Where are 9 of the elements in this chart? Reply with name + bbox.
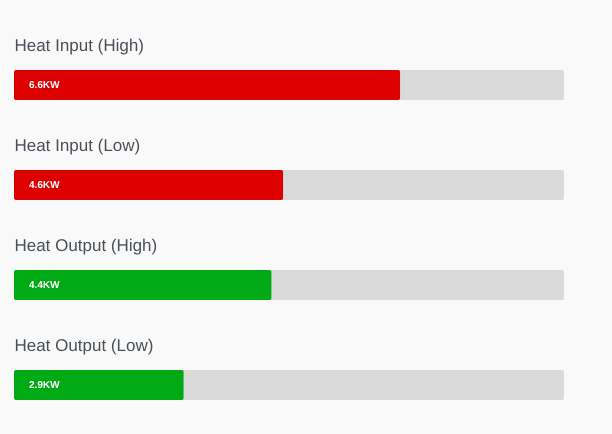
y-tick-label: Heat Input (Low) — [14, 136, 140, 155]
data-label: 6.6KW — [29, 80, 60, 91]
y-tick-label: Heat Input (High) — [14, 36, 144, 55]
bar — [14, 370, 184, 400]
data-label: 2.9KW — [29, 380, 60, 391]
data-label: 4.4KW — [29, 280, 60, 291]
data-label: 4.6KW — [29, 180, 60, 191]
y-tick-label: Heat Output (Low) — [14, 336, 154, 355]
y-tick-label: Heat Output (High) — [14, 236, 158, 255]
